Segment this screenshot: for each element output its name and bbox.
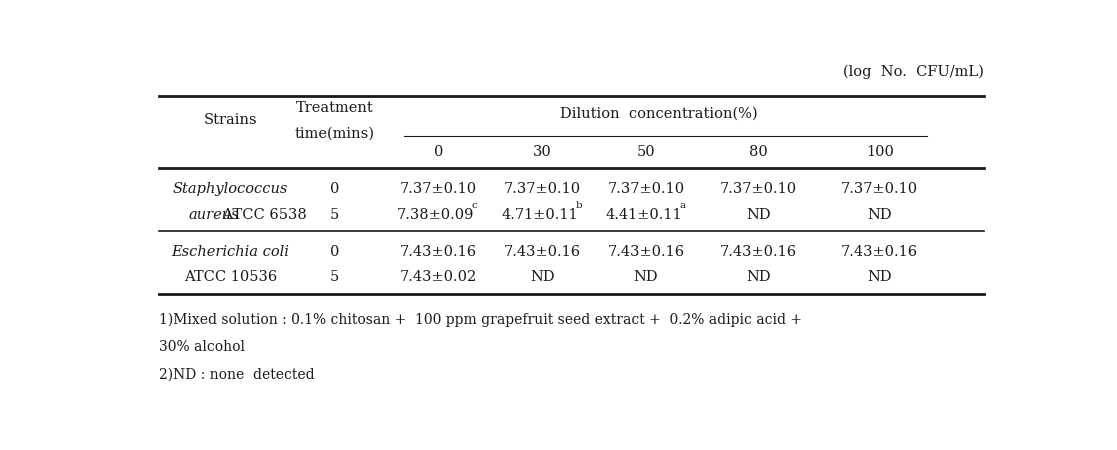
- Text: Dilution  concentration(%): Dilution concentration(%): [561, 107, 757, 121]
- Text: ATCC 10536: ATCC 10536: [184, 270, 277, 284]
- Text: 0: 0: [330, 244, 340, 258]
- Text: 7.43±0.02: 7.43±0.02: [400, 270, 477, 284]
- Text: ATCC 6538: ATCC 6538: [218, 208, 306, 222]
- Text: ND: ND: [746, 208, 771, 222]
- Text: 0: 0: [433, 145, 443, 159]
- Text: 7.37±0.10: 7.37±0.10: [720, 182, 798, 196]
- Text: 7.37±0.10: 7.37±0.10: [608, 182, 685, 196]
- Text: 30: 30: [533, 145, 552, 159]
- Text: 5: 5: [330, 270, 340, 284]
- Text: 4.71±0.11: 4.71±0.11: [502, 208, 577, 222]
- Text: ND: ND: [633, 270, 658, 284]
- Text: 5: 5: [330, 208, 340, 222]
- Text: c: c: [471, 201, 477, 210]
- Text: 7.37±0.10: 7.37±0.10: [400, 182, 477, 196]
- Text: 1)Mixed solution : 0.1% chitosan +  100 ppm grapefruit seed extract +  0.2% adip: 1)Mixed solution : 0.1% chitosan + 100 p…: [159, 312, 802, 327]
- Text: aureus: aureus: [189, 208, 239, 222]
- Text: 50: 50: [637, 145, 656, 159]
- Text: 7.37±0.10: 7.37±0.10: [841, 182, 918, 196]
- Text: ND: ND: [529, 270, 554, 284]
- Text: 7.43±0.16: 7.43±0.16: [504, 244, 581, 258]
- Text: 2)ND : none  detected: 2)ND : none detected: [159, 368, 314, 382]
- Text: 100: 100: [866, 145, 894, 159]
- Text: Treatment: Treatment: [296, 101, 373, 115]
- Text: Strains: Strains: [203, 113, 257, 127]
- Text: 7.43±0.16: 7.43±0.16: [841, 244, 918, 258]
- Text: Escherichia coli: Escherichia coli: [172, 244, 289, 258]
- Text: 30% alcohol: 30% alcohol: [159, 340, 245, 354]
- Text: b: b: [575, 201, 582, 210]
- Text: 4.41±0.11: 4.41±0.11: [605, 208, 681, 222]
- Text: 7.38±0.09: 7.38±0.09: [397, 208, 475, 222]
- Text: a: a: [679, 201, 686, 210]
- Text: (log  No.  CFU/mL): (log No. CFU/mL): [843, 65, 984, 80]
- Text: 7.37±0.10: 7.37±0.10: [504, 182, 581, 196]
- Text: Staphylococcus: Staphylococcus: [173, 182, 288, 196]
- Text: time(mins): time(mins): [295, 127, 374, 141]
- Text: 80: 80: [750, 145, 768, 159]
- Text: ND: ND: [746, 270, 771, 284]
- Text: 7.43±0.16: 7.43±0.16: [720, 244, 798, 258]
- Text: 0: 0: [330, 182, 340, 196]
- Text: 7.43±0.16: 7.43±0.16: [400, 244, 477, 258]
- Text: ND: ND: [868, 208, 892, 222]
- Text: 7.43±0.16: 7.43±0.16: [608, 244, 685, 258]
- Text: ND: ND: [868, 270, 892, 284]
